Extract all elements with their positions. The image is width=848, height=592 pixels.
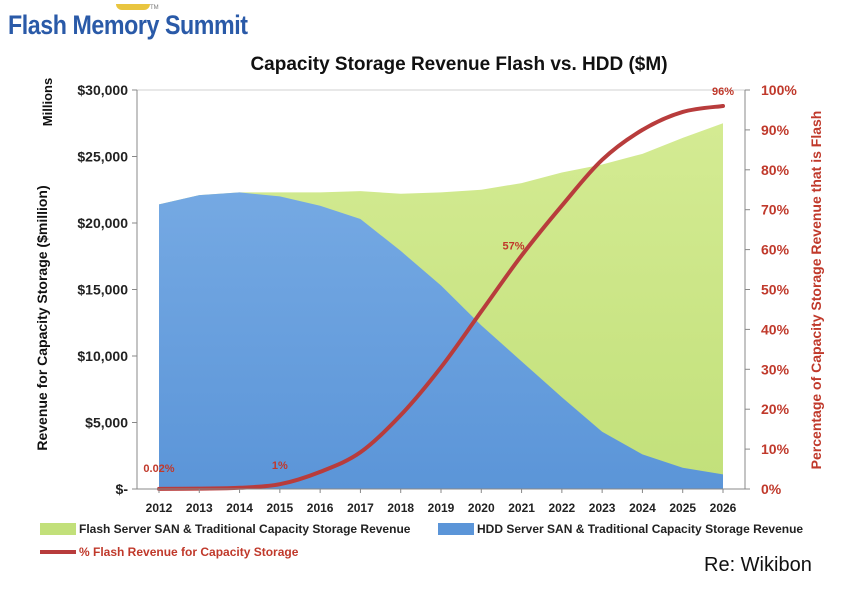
annotation-label: 57% (503, 241, 525, 253)
legend-flash-label: Flash Server SAN & Traditional Capacity … (79, 522, 411, 536)
left-tick-label: $10,000 (77, 348, 128, 364)
pct-point-2026 (721, 104, 725, 108)
right-tick-label: 0% (761, 481, 782, 497)
left-tick-label: $15,000 (77, 282, 128, 298)
legend-hdd: HDD Server SAN & Traditional Capacity St… (438, 522, 803, 536)
y-axis-label: Revenue for Capacity Storage ($million) (34, 185, 50, 450)
legend-flash-swatch (40, 523, 76, 535)
flash-memory-summit-logo: TM Flash Memory Summit (4, 4, 248, 44)
left-tick-label: $30,000 (77, 82, 128, 98)
logo-text: Flash Memory Summit (8, 10, 248, 40)
x-tick-label: 2023 (589, 501, 616, 515)
x-tick-label: 2019 (428, 501, 455, 515)
right-tick-label: 50% (761, 282, 790, 298)
pct-point-2024 (641, 128, 644, 132)
legend-pct: % Flash Revenue for Capacity Storage (40, 545, 298, 559)
legend-pct-swatch (40, 550, 76, 554)
source-credit: Re: Wikibon (704, 554, 812, 576)
x-tick-label: 2021 (508, 501, 535, 515)
x-tick-label: 2024 (629, 501, 656, 515)
x-tick-label: 2016 (307, 501, 334, 515)
legend-flash: Flash Server SAN & Traditional Capacity … (40, 522, 410, 536)
plot-areas (136, 89, 746, 491)
annotation-label: 96% (712, 86, 734, 98)
right-tick-label: 40% (761, 321, 790, 337)
right-tick-label: 70% (761, 202, 790, 218)
left-tick-label: $5,000 (85, 415, 128, 431)
logo-mark-icon (116, 4, 150, 10)
x-tick-label: 2013 (186, 501, 213, 515)
pct-point-2021 (520, 254, 523, 257)
x-tick-label: 2017 (347, 501, 374, 515)
pct-flash-line (157, 103, 725, 491)
chart-axes: $- $5,000 $10,000 $15,000 $20,000 $25,000 $30,… (77, 82, 797, 515)
right-tick-label: 80% (761, 162, 790, 178)
legend-hdd-label: HDD Server SAN & Traditional Capacity St… (477, 522, 804, 536)
x-tick-label: 2018 (387, 501, 414, 515)
y2-axis-label: Percentage of Capacity Storage Revenue t… (808, 111, 824, 470)
left-unit-label: Millions (40, 78, 55, 126)
x-tick-label: 2025 (669, 501, 696, 515)
right-tick-label: 60% (761, 242, 790, 258)
x-tick-label: 2022 (549, 501, 576, 515)
right-tick-label: 30% (761, 361, 790, 377)
pct-point-2015 (278, 483, 282, 486)
pct-point-2025 (681, 110, 684, 114)
left-tick-label: $25,000 (77, 149, 128, 165)
x-tick-label: 2026 (710, 501, 737, 515)
pct-point-2023 (600, 158, 604, 162)
right-tick-label: 90% (761, 122, 790, 138)
pct-point-2016 (318, 470, 322, 474)
x-tick-label: 2015 (267, 501, 294, 515)
annotation-label: 0.02% (143, 463, 174, 475)
pct-point-2017 (359, 451, 362, 454)
legend-pct-label: % Flash Revenue for Capacity Storage (79, 545, 299, 559)
pct-point-2014 (238, 486, 241, 490)
left-tick-label: $- (116, 481, 129, 497)
right-tick-label: 10% (761, 441, 790, 457)
chart-title: Capacity Storage Revenue Flash vs. HDD (… (250, 54, 667, 75)
pct-point-2020 (480, 310, 483, 313)
chart-labels: Capacity Storage Revenue Flash vs. HDD (… (34, 54, 824, 475)
legend-hdd-swatch (438, 523, 474, 535)
x-tick-label: 2014 (226, 501, 253, 515)
pct-point-2019 (439, 366, 443, 369)
pct-point-2018 (399, 413, 402, 417)
pct-point-2022 (560, 204, 564, 207)
left-tick-label: $20,000 (77, 215, 128, 231)
annotation-label: 1% (272, 460, 288, 472)
x-tick-label: 2012 (146, 501, 173, 515)
logo-trademark: TM (150, 5, 159, 11)
right-tick-label: 100% (761, 82, 797, 98)
x-tick-label: 2020 (468, 501, 495, 515)
hdd-revenue-area (159, 192, 723, 489)
right-tick-label: 20% (761, 401, 790, 417)
